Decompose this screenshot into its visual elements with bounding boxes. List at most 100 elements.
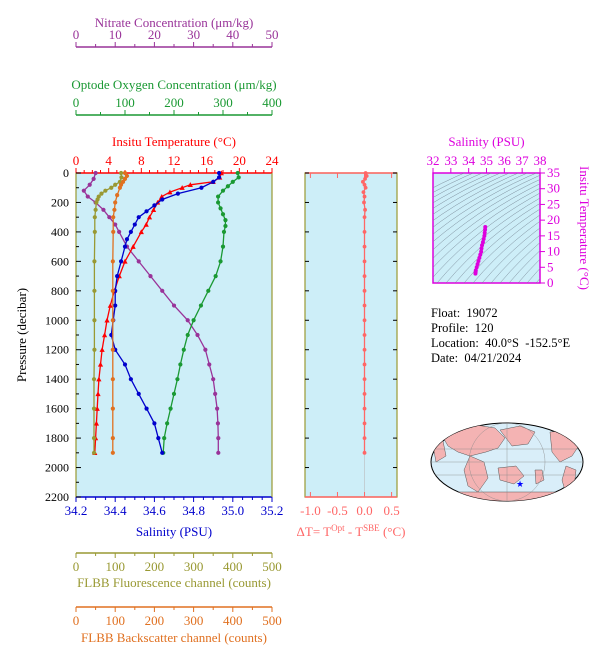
date-label: Date: <box>431 351 459 365</box>
salinity-tick-label: 34.8 <box>182 503 205 518</box>
delta-panel-background <box>304 172 398 498</box>
oxygen-tick-label: 300 <box>213 95 233 110</box>
pressure-tick-label: 2200 <box>45 490 69 504</box>
oxygen-point <box>165 421 170 426</box>
nitrate-point <box>136 259 141 264</box>
delta-tick-label: -0.5 <box>327 503 348 518</box>
ts-contour <box>433 173 529 228</box>
fluorescence-tick-label: 200 <box>145 559 165 574</box>
temperature-tick-label: 12 <box>168 153 181 168</box>
backscatter-tick-label: 300 <box>184 613 204 628</box>
oxygen-point <box>171 391 177 397</box>
ts-point <box>479 246 484 251</box>
oxygen-point <box>216 200 221 205</box>
ts-point <box>480 240 485 245</box>
delta-t-point <box>364 174 369 178</box>
temperature-point <box>97 361 104 367</box>
nitrate-point <box>101 207 106 212</box>
nitrate-tick-label: 50 <box>266 27 279 42</box>
pressure-tick-label: 400 <box>51 225 69 239</box>
oxygen-tick-label: 100 <box>115 95 135 110</box>
backscatter-series <box>110 170 130 455</box>
temperature-point <box>107 302 113 308</box>
nitrate-point <box>195 332 200 338</box>
temperature-point <box>94 406 100 411</box>
salinity-point <box>115 273 120 279</box>
delta-tick-label: -1.0 <box>300 503 321 518</box>
ts-contour <box>433 183 540 259</box>
ts-point <box>478 252 483 257</box>
temperature-point <box>146 214 153 220</box>
oxygen-point <box>185 332 190 338</box>
temperature-point <box>179 185 185 190</box>
pressure-tick-label: 800 <box>51 284 69 298</box>
oxygen-point <box>225 184 230 189</box>
fluorescence-point <box>113 182 118 187</box>
ts-x-tick-label: 32 <box>427 153 440 168</box>
backscatter-point <box>112 207 117 212</box>
oxygen-point <box>220 244 226 249</box>
oxygen-point <box>223 218 228 223</box>
salinity-point <box>199 185 204 190</box>
delta-t-point <box>361 179 365 184</box>
delta-t-point <box>362 333 367 337</box>
nitrate-point <box>93 170 98 176</box>
delta-t-point <box>362 362 367 367</box>
backscatter-point <box>111 215 116 220</box>
oxygen-point <box>235 170 240 176</box>
salinity-point <box>156 435 161 441</box>
nitrate-point <box>113 222 118 227</box>
temperature-tick-label: 24 <box>266 153 280 168</box>
float-label: Float: <box>431 306 461 320</box>
backscatter-point <box>110 450 115 455</box>
delta-t-point <box>362 406 367 411</box>
ts-point <box>477 255 482 260</box>
ts-y-tick-label: 0 <box>547 275 554 290</box>
oxygen-tick-label: 400 <box>262 95 282 110</box>
location-label: Location: <box>431 336 479 350</box>
fluorescence-point <box>109 185 114 190</box>
backscatter-tick-label: 0 <box>73 613 80 628</box>
delta-t-point <box>362 392 367 396</box>
nitrate-point <box>85 194 90 199</box>
fluorescence-tick-label: 0 <box>73 559 80 574</box>
ts-point <box>475 262 480 267</box>
ts-contour <box>445 203 540 283</box>
backscatter-point <box>124 173 130 179</box>
salinity-point <box>216 175 222 180</box>
backscatter-point <box>120 179 126 184</box>
delta-t-point <box>362 347 367 352</box>
nitrate-point <box>211 377 216 382</box>
ts-x-tick-label: 38 <box>534 153 547 168</box>
salinity-tick-label: 35.0 <box>221 503 244 518</box>
profile-id: 120 <box>474 321 494 335</box>
pressure-tick-label: 200 <box>51 195 69 209</box>
salinity-point <box>113 303 118 308</box>
oxygen-point <box>223 223 228 229</box>
temperature-point <box>101 332 108 338</box>
salinity-point <box>136 215 141 220</box>
salinity-point <box>132 222 137 227</box>
fluorescence-tick-label: 300 <box>184 559 204 574</box>
backscatter-tick-label: 400 <box>223 613 243 628</box>
delta-t-point <box>362 200 366 205</box>
location-info-line: Location: 40.0°S -152.5°E <box>431 336 570 351</box>
delta-t-point <box>363 185 368 190</box>
temperature-point <box>99 347 105 352</box>
delta-t-point <box>362 259 367 264</box>
float-location-marker: ★ <box>516 479 524 489</box>
temperature-point <box>159 193 165 199</box>
ts-point <box>481 237 486 241</box>
pressure-tick-label: 1800 <box>45 431 69 445</box>
temperature-axis-title: Insitu Temperature (°C) <box>112 134 236 149</box>
float-id: 19072 <box>466 306 498 320</box>
backscatter-point <box>110 377 115 382</box>
nitrate-point <box>215 406 220 411</box>
float-info-line: Float: 19072 <box>431 306 498 321</box>
salinity-point <box>175 191 181 196</box>
temperature-point <box>150 207 157 213</box>
fluorescence-point <box>103 188 108 193</box>
temperature-tick-label: 0 <box>73 153 80 168</box>
backscatter-point <box>111 229 116 235</box>
oxygen-point <box>230 179 235 184</box>
